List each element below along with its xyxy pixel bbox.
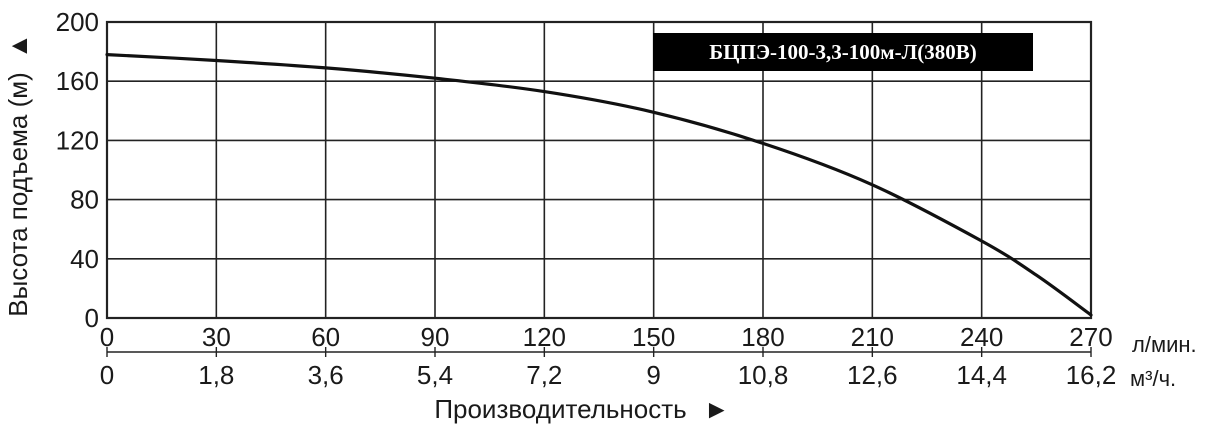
x-axis-arrow: ► [704,394,730,424]
x-primary-tick-label: 90 [421,322,450,352]
x-secondary-tick-labels: 0 1,8 3,6 5,4 7,2 9 10,8 12,6 14,4 16,2 [100,360,1117,390]
y-tick-label: 120 [56,125,99,155]
y-tick-label: 160 [56,66,99,96]
x-primary-tick-labels: 0 30 60 90 120 150 180 210 240 270 [100,322,1113,352]
x-primary-tick-label: 270 [1069,322,1112,352]
x-secondary-tick-label: 5,4 [417,360,453,390]
x-primary-tick-label: 60 [311,322,340,352]
x-primary-tick-label: 0 [100,322,114,352]
y-axis-arrow: ▲ [3,33,33,59]
x-axis-title: Производительность ► [434,394,729,424]
y-tick-label: 40 [70,244,99,274]
x-axis-title-text: Производительность [434,394,686,424]
y-tick-label: 200 [56,7,99,37]
y-tick-labels: 0 40 80 120 160 200 [56,7,99,333]
x-primary-tick-label: 120 [523,322,566,352]
model-label-box: БЦПЭ-100-3,3-100м-Л(380В) [653,33,1033,71]
plot-frame [105,20,1093,320]
y-axis-title-text: Высота подъема (м) [3,72,33,317]
x-primary-tick-label: 210 [851,322,894,352]
svg-text:Высота подъема (м) ▲: Высота подъема (м) ▲ [3,33,33,317]
x-secondary-tick-label: 12,6 [847,360,898,390]
x-secondary-tick-label: 0 [100,360,114,390]
performance-curve [105,53,1093,317]
y-tick-label: 0 [85,303,99,333]
x-primary-tick-label: 30 [202,322,231,352]
x-primary-tick-label: 240 [960,322,1003,352]
x-secondary-tick-label: 14,4 [956,360,1007,390]
x-secondary-tick-label: 10,8 [738,360,789,390]
x-secondary-unit: м³/ч. [1130,366,1176,391]
x-secondary-tick-label: 9 [646,360,660,390]
grid [105,20,1093,357]
x-primary-unit: л/мин. [1132,332,1197,357]
x-secondary-tick-label: 3,6 [308,360,344,390]
x-primary-tick-label: 180 [741,322,784,352]
x-secondary-tick-label: 1,8 [198,360,234,390]
x-primary-tick-label: 150 [632,322,675,352]
y-tick-label: 80 [70,185,99,215]
y-axis-title: Высота подъема (м) ▲ [3,33,33,317]
x-secondary-tick-label: 7,2 [526,360,562,390]
model-label: БЦПЭ-100-3,3-100м-Л(380В) [709,40,976,64]
x-secondary-tick-label: 16,2 [1066,360,1117,390]
